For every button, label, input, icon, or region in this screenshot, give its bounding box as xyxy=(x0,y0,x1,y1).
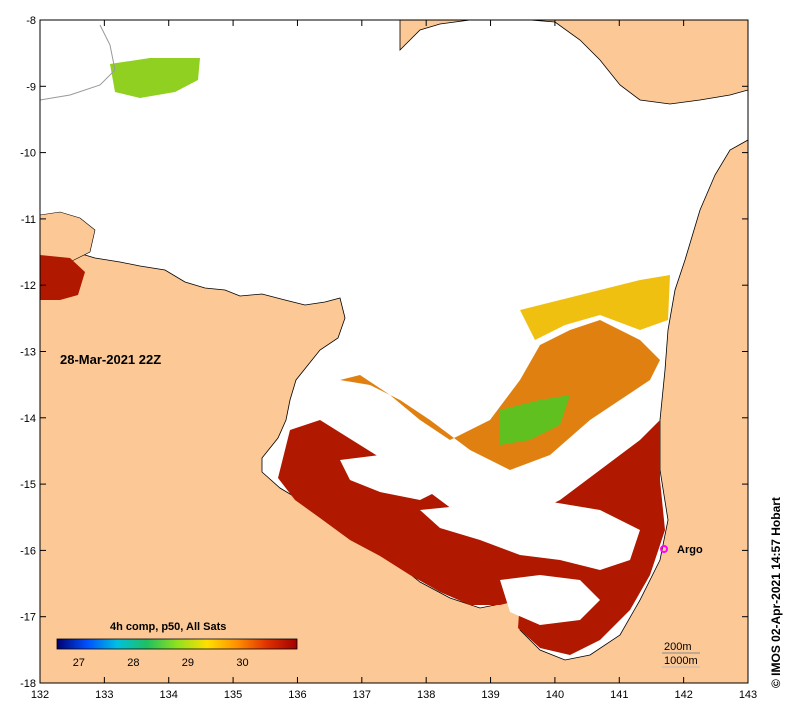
y-tick-label: -16 xyxy=(20,545,36,557)
sst-layer-mid xyxy=(520,275,670,340)
land-new-guinea xyxy=(399,20,748,105)
y-tick-label: -8 xyxy=(26,15,36,27)
timestamp-label: 28-Mar-2021 22Z xyxy=(60,352,161,367)
y-tick-label: -13 xyxy=(20,347,36,359)
x-tick-label: 135 xyxy=(224,689,242,701)
sst-layer-islands-patch xyxy=(40,255,85,300)
x-tick-label: 134 xyxy=(160,689,178,701)
sst-layer-cool xyxy=(500,395,570,445)
x-tick-label: 137 xyxy=(353,689,371,701)
y-tick-label: -9 xyxy=(26,81,36,93)
depth-contour-1000m: 1000m xyxy=(664,655,698,667)
y-tick-label: -11 xyxy=(21,214,36,226)
colorbar-title: 4h comp, p50, All Sats xyxy=(110,621,226,633)
y-tick-label: -10 xyxy=(20,148,36,160)
x-tick-label: 138 xyxy=(417,689,435,701)
x-tick-label: 132 xyxy=(31,689,49,701)
x-axis: 132 133 134 135 136 137 138 139 140 141 142 143 xyxy=(31,20,757,701)
colorbar xyxy=(56,638,298,650)
colorbar-tick-label: 28 xyxy=(127,657,139,669)
coastline-reference xyxy=(40,24,116,101)
x-tick-label: 136 xyxy=(288,689,306,701)
x-tick-label: 143 xyxy=(739,689,757,701)
sst-layer-nw-patch xyxy=(110,58,200,98)
credit-text: © IMOS 02-Apr-2021 14:57 Hobart xyxy=(769,497,783,688)
x-tick-label: 141 xyxy=(610,689,628,701)
colorbar-ticks: 27 28 29 30 xyxy=(73,657,249,669)
depth-contour-200m: 200m xyxy=(664,641,692,653)
y-tick-label: -15 xyxy=(20,479,36,491)
x-tick-label: 140 xyxy=(546,689,564,701)
cloud-gap-3 xyxy=(500,575,600,625)
argo-label: Argo xyxy=(677,544,703,556)
sst-layer-warm xyxy=(340,320,660,470)
y-tick-label: -14 xyxy=(20,413,36,425)
y-tick-label: -17 xyxy=(20,612,36,624)
colorbar-tick-label: 29 xyxy=(182,657,194,669)
x-tick-label: 142 xyxy=(674,689,692,701)
y-tick-label: -12 xyxy=(20,280,36,292)
cloud-gap-2 xyxy=(420,500,640,570)
argo-marker-icon[interactable] xyxy=(660,545,668,553)
colorbar-tick-label: 30 xyxy=(236,657,248,669)
colorbar-tick-label: 27 xyxy=(73,657,85,669)
y-tick-label: -18 xyxy=(20,678,36,690)
x-tick-label: 139 xyxy=(481,689,499,701)
x-tick-label: 133 xyxy=(95,689,113,701)
y-axis: -8 -9 -10 -11 -12 -13 -14 -15 -16 -17 -18 xyxy=(20,15,748,690)
cloud-gap-1 xyxy=(340,455,440,500)
